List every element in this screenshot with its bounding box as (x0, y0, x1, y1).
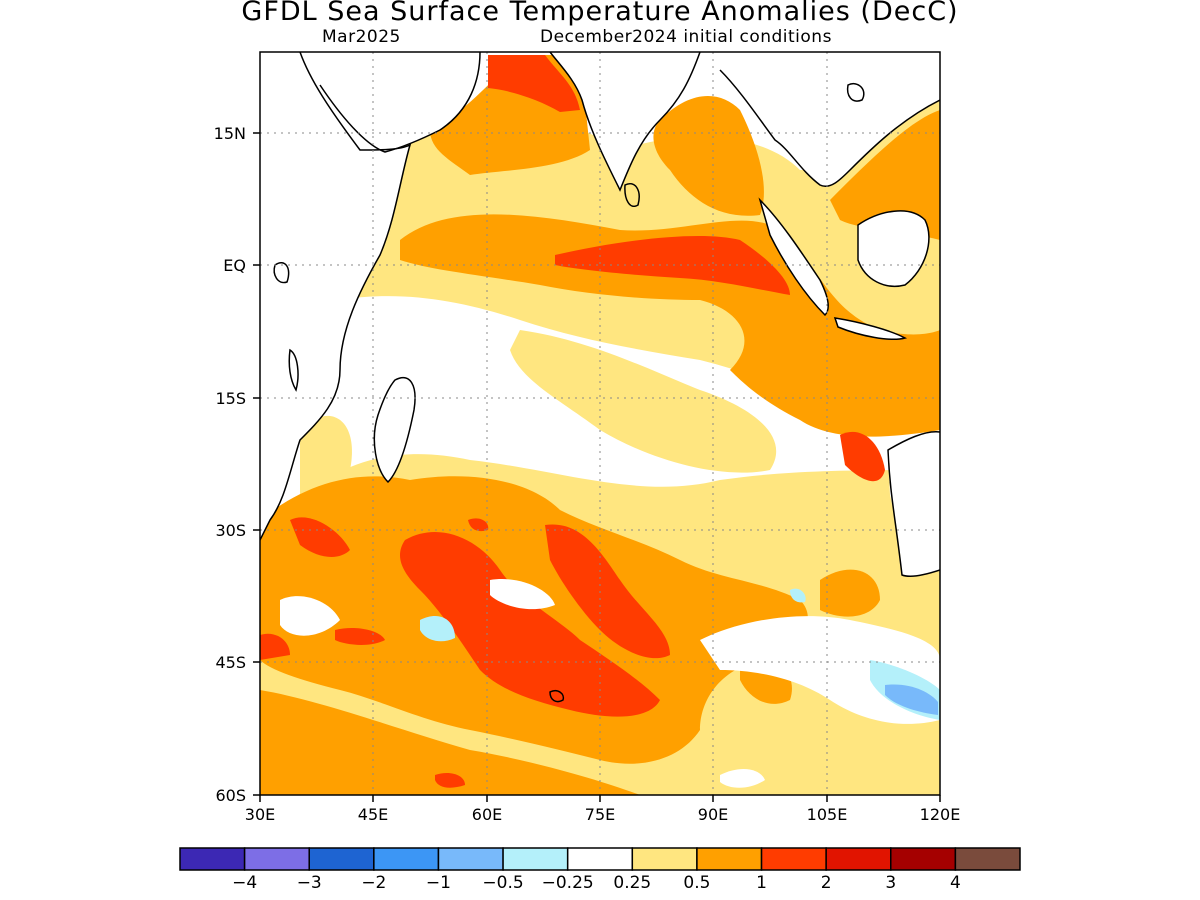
java-landmass (835, 318, 905, 340)
x-tick-label: 105E (807, 805, 848, 824)
australia-landmass (888, 431, 940, 577)
arabia-landmass (300, 52, 480, 152)
colorbar-label: 2 (821, 873, 832, 893)
anomaly-region-cool (420, 616, 455, 642)
colorbar-label: 4 (950, 873, 961, 893)
sumatra-landmass (760, 200, 829, 315)
x-tick-marks (259, 795, 941, 802)
anomaly-region-red (488, 55, 580, 112)
anomaly-region-orange (820, 569, 880, 617)
anomaly-region-red (468, 518, 489, 532)
x-tick-label: 90E (698, 805, 728, 824)
colorbar-label: 0.5 (683, 873, 710, 893)
colorbar-label: −1 (426, 873, 451, 893)
colorbar-label: −0.25 (542, 873, 594, 893)
anomaly-region-light (510, 330, 777, 473)
anomaly-region-neutral (700, 616, 940, 724)
anomaly-region-orange (830, 110, 940, 240)
map-title: GFDL Sea Surface Temperature Anomalies (… (241, 0, 959, 27)
graticule (260, 52, 940, 795)
y-tick-label: EQ (223, 256, 246, 275)
colorbar-swatch (566, 847, 634, 871)
colorbar: −4 −3 −2 −1 −0.5 −0.25 0.25 0.5 1 2 3 4 (179, 847, 1021, 893)
x-tick-label: 60E (472, 805, 502, 824)
colorbar-label: −0.5 (482, 873, 523, 893)
anomaly-region-neutral (720, 768, 765, 788)
colorbar-label: 3 (885, 873, 896, 893)
initial-conditions-label: December2024 initial conditions (540, 27, 832, 47)
x-tick-label: 120E (920, 805, 961, 824)
colorbar-swatch (179, 847, 246, 871)
anomaly-region-light (300, 415, 352, 500)
y-tick-label: 45S (215, 653, 246, 672)
anomaly-region-red (260, 633, 290, 660)
colorbar-swatch (631, 847, 698, 871)
india-landmass (550, 52, 700, 190)
y-axis-labels: 15N EQ 15S 30S 45S 60S (214, 124, 246, 805)
x-tick-label: 75E (585, 805, 615, 824)
x-tick-label: 30E (245, 805, 275, 824)
southeast-asia-landmass (700, 52, 940, 187)
colorbar-swatch (502, 847, 569, 871)
anomaly-region-cool (885, 684, 938, 715)
y-tick-marks (253, 132, 260, 796)
y-tick-label: 60S (215, 786, 246, 805)
africa-landmass (260, 52, 410, 540)
y-tick-label: 15N (214, 124, 246, 143)
anomaly-region-neutral (490, 579, 555, 610)
colorbar-swatch (243, 847, 310, 871)
anomaly-region-red (290, 517, 350, 557)
colorbar-label: −4 (232, 873, 257, 893)
colorbar-swatch (437, 847, 504, 871)
anomaly-region-red (545, 524, 670, 659)
madagascar-landmass (374, 377, 416, 482)
anomaly-region-red (400, 531, 660, 717)
colorbar-swatch (890, 847, 957, 871)
forecast-month: Mar2025 (322, 27, 401, 47)
anomaly-region-cool (790, 588, 806, 603)
colorbar-swatch (308, 847, 375, 871)
y-tick-label: 30S (215, 521, 246, 540)
x-tick-label: 45E (358, 805, 388, 824)
colorbar-swatch (954, 847, 1021, 871)
colorbar-swatch (696, 847, 763, 871)
x-axis-labels: 30E 45E 60E 75E 90E 105E 120E (245, 805, 961, 824)
coastlines (260, 52, 940, 703)
colorbar-swatch (760, 847, 827, 871)
anomaly-region-orange (260, 690, 640, 795)
colorbar-label: −3 (297, 873, 322, 893)
colorbar-label: 1 (756, 873, 767, 893)
colorbar-swatch (825, 847, 892, 871)
sst-anomaly-field (260, 52, 940, 795)
anomaly-region-red (435, 773, 465, 788)
anomaly-region-red (840, 431, 885, 482)
borneo-landmass (858, 210, 929, 287)
anomaly-region-red (555, 235, 790, 295)
y-tick-label: 15S (215, 389, 246, 408)
anomaly-region-orange (653, 96, 764, 216)
colorbar-label: 0.25 (613, 873, 651, 893)
colorbar-label: −2 (361, 873, 386, 893)
anomaly-region-neutral (280, 596, 340, 636)
colorbar-swatch (373, 847, 440, 871)
